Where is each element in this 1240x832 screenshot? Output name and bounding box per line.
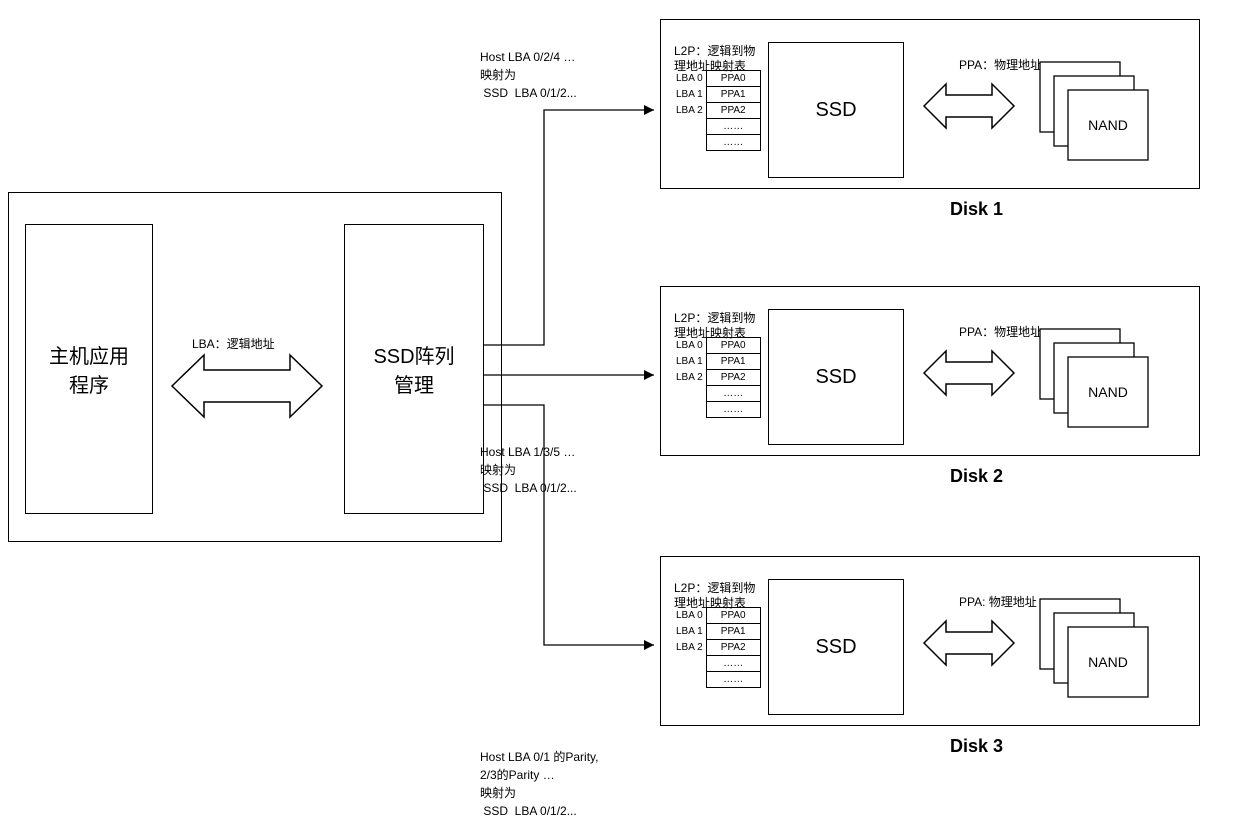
nand-stack-1: NAND [1040, 62, 1168, 172]
ppa-label-2: PPA：物理地址 [959, 323, 1042, 340]
ppa-label-1: PPA：物理地址 [959, 56, 1042, 73]
double-arrow-host [172, 350, 322, 422]
disk-name-3: Disk 3 [950, 736, 1003, 757]
mapping-label-disk3: Host LBA 0/1 的Parity, 2/3的Parity … 映射为 S… [480, 730, 599, 820]
double-arrow-disk3 [924, 617, 1014, 669]
ssd-label-3: SSD [815, 636, 856, 659]
host-app-label: 主机应用 程序 [49, 340, 129, 398]
nand-stack-2: NAND [1040, 329, 1168, 439]
mapping-label-disk2: Host LBA 1/3/5 … 映射为 SSD LBA 0/1/2... [480, 425, 577, 497]
nand-label-text-1: NAND [1088, 117, 1128, 133]
ssd-array-mgmt-box: SSD阵列 管理 [344, 224, 484, 514]
nand-stack-3: NAND [1040, 599, 1168, 709]
ssd-box-2: SSD [768, 309, 904, 445]
host-app-box: 主机应用 程序 [25, 224, 153, 514]
ssd-box-3: SSD [768, 579, 904, 715]
l2p-table-3: LBA 0PPA0 LBA 1PPA1 LBA 2PPA2 …… …… [672, 607, 761, 688]
ssd-label-1: SSD [815, 99, 856, 122]
nand-label-text-2: NAND [1088, 384, 1128, 400]
l2p-table-1: LBA 0PPA0 LBA 1PPA1 LBA 2PPA2 …… …… [672, 70, 761, 151]
double-arrow-disk2 [924, 347, 1014, 399]
l2p-table-2: LBA 0PPA0 LBA 1PPA1 LBA 2PPA2 …… …… [672, 337, 761, 418]
disk-name-2: Disk 2 [950, 466, 1003, 487]
ssd-mgmt-label: SSD阵列 管理 [373, 340, 454, 398]
ssd-label-2: SSD [815, 366, 856, 389]
l2p-label-2: L2P：逻辑到物 理地址映射表 [674, 296, 755, 341]
mapping-label-disk1: Host LBA 0/2/4 … 映射为 SSD LBA 0/1/2... [480, 30, 577, 102]
l2p-label-3: L2P：逻辑到物 理地址映射表 [674, 566, 755, 611]
l2p-label-1: L2P：逻辑到物 理地址映射表 [674, 29, 755, 74]
double-arrow-disk1 [924, 80, 1014, 132]
disk-name-1: Disk 1 [950, 199, 1003, 220]
nand-label-text-3: NAND [1088, 654, 1128, 670]
fanout-arrows [484, 0, 664, 760]
ppa-label-3: PPA: 物理地址 [959, 593, 1037, 610]
ssd-box-1: SSD [768, 42, 904, 178]
